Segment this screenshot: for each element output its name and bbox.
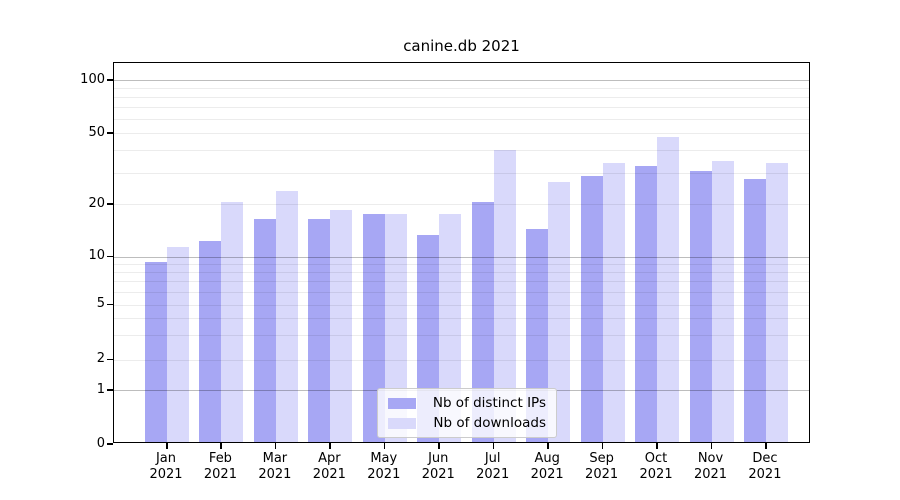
x-tick-mark-apr (329, 443, 331, 449)
bar-dec-downloads (765, 163, 788, 442)
x-tick-label-sep: Sep 2021 (585, 451, 619, 482)
x-tick-mark-nov (710, 443, 713, 449)
bar-oct-distinct-ips (635, 165, 658, 442)
bar-may-distinct-ips (362, 214, 385, 442)
x-tick-mark-oct (656, 443, 658, 449)
x-tick-mark-jun (438, 443, 440, 449)
bar-jan-distinct-ips (145, 261, 167, 442)
grid-line-minor-40 (114, 150, 809, 152)
y-tick-label-50: 50 (88, 124, 105, 140)
grid-line-minor-6 (114, 291, 809, 293)
bar-apr-downloads (330, 209, 353, 442)
legend: Nb of distinct IPs Nb of downloads (377, 388, 557, 438)
bar-nov-downloads (711, 160, 734, 442)
y-tick-mark-5 (107, 303, 113, 306)
plot-area (113, 62, 810, 443)
bar-mar-downloads (275, 191, 298, 442)
x-tick-mark-jan (166, 443, 168, 449)
x-tick-label-dec: Dec 2021 (748, 451, 782, 482)
y-tick-mark-50 (107, 132, 113, 134)
grid-line-minor-9 (114, 263, 809, 265)
x-tick-label-apr: Apr 2021 (312, 451, 346, 482)
bar-sep-downloads (602, 163, 625, 442)
y-tick-mark-2 (107, 358, 113, 361)
grid-line-minor-80 (114, 97, 809, 99)
x-tick-label-feb: Feb 2021 (203, 451, 237, 482)
x-tick-label-aug: Aug 2021 (530, 451, 564, 482)
x-tick-mark-dec (764, 443, 767, 449)
x-tick-label-oct: Oct 2021 (639, 451, 673, 482)
bar-mar-distinct-ips (253, 218, 276, 442)
grid-line-major-100 (114, 80, 809, 81)
bar-sep-distinct-ips (580, 175, 603, 442)
legend-row: Nb of distinct IPs (388, 395, 546, 411)
x-tick-mark-sep (601, 443, 604, 449)
grid-line-minor-8 (114, 271, 809, 273)
grid-line-minor-70 (114, 107, 809, 109)
bar-dec-distinct-ips (743, 178, 766, 442)
y-tick-mark-20 (107, 203, 113, 205)
bar-aug-downloads (548, 181, 571, 442)
y-tick-mark-1 (107, 389, 113, 391)
bar-jun-downloads (439, 214, 462, 442)
y-tick-label-20: 20 (88, 195, 105, 211)
legend-swatch-distinct-ips (388, 397, 416, 409)
grid-line-minor-30 (114, 172, 809, 174)
grid-line-2 (114, 359, 809, 361)
grid-line-minor-7 (114, 281, 809, 283)
grid-line-50 (114, 133, 809, 134)
grid-line-5 (114, 304, 809, 306)
bar-nov-distinct-ips (689, 170, 712, 442)
bar-jul-downloads (493, 150, 516, 442)
y-tick-label-0: 0 (96, 435, 105, 451)
grid-line-major-10 (114, 256, 809, 258)
legend-swatch-downloads (388, 417, 416, 429)
x-tick-mark-may (383, 443, 386, 449)
bar-jul-distinct-ips (471, 202, 494, 442)
bar-may-downloads (384, 214, 407, 442)
x-tick-label-may: May 2021 (367, 451, 401, 482)
legend-row: Nb of downloads (388, 415, 546, 431)
grid-line-minor-4 (114, 317, 809, 319)
x-tick-mark-aug (547, 443, 549, 449)
grid-line-minor-3 (114, 335, 809, 337)
bar-oct-downloads (657, 137, 680, 442)
chart-title: canine.db 2021 (403, 37, 520, 55)
bar-feb-distinct-ips (199, 240, 222, 442)
grid-line-minor-60 (114, 119, 809, 121)
y-tick-mark-100 (107, 79, 113, 81)
grid-line-minor-90 (114, 88, 809, 90)
bar-apr-distinct-ips (308, 218, 331, 442)
y-tick-label-2: 2 (96, 351, 105, 366)
y-tick-mark-0 (107, 443, 113, 445)
x-tick-label-nov: Nov 2021 (693, 451, 728, 482)
y-tick-mark-10 (107, 255, 113, 258)
y-tick-label-100: 100 (80, 71, 105, 87)
x-tick-mark-jul (492, 443, 495, 449)
bar-jan-downloads (167, 247, 189, 442)
x-tick-label-jun: Jun 2021 (421, 451, 455, 482)
legend-label-downloads: Nb of downloads (433, 415, 546, 431)
grid-line-20 (114, 204, 809, 205)
legend-label-distinct-ips: Nb of distinct IPs (432, 395, 546, 411)
y-tick-label-10: 10 (88, 248, 105, 263)
y-tick-label-5: 5 (96, 296, 105, 311)
x-tick-label-jan: Jan 2021 (149, 451, 183, 482)
x-tick-mark-mar (274, 443, 277, 449)
x-tick-mark-feb (220, 443, 223, 449)
y-tick-label-1: 1 (96, 381, 105, 397)
bar-feb-downloads (221, 202, 244, 442)
x-tick-label-jul: Jul 2021 (476, 451, 510, 482)
x-tick-label-mar: Mar 2021 (258, 451, 292, 482)
